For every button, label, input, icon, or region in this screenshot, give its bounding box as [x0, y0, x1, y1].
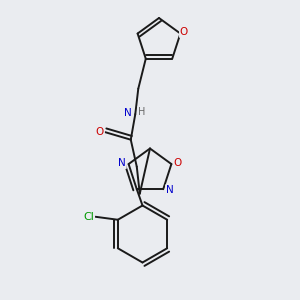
- Text: O: O: [174, 158, 182, 167]
- Text: O: O: [96, 127, 104, 136]
- Text: O: O: [180, 27, 188, 37]
- Text: Cl: Cl: [83, 212, 94, 222]
- Text: N: N: [124, 108, 132, 118]
- Text: N: N: [118, 158, 126, 168]
- Text: N: N: [166, 185, 174, 195]
- Text: H: H: [138, 107, 146, 117]
